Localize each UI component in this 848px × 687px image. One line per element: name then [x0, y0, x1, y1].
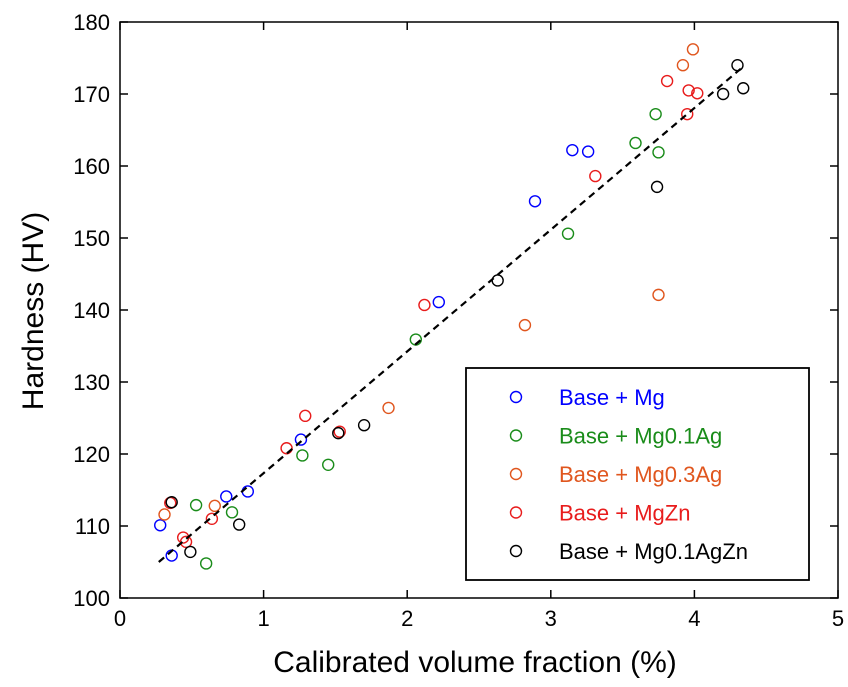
data-point-series-4-3 — [332, 426, 345, 440]
data-point-series-1-9 — [652, 146, 665, 159]
legend-marker-0 — [509, 390, 523, 404]
y-tick-label-2: 120 — [73, 442, 110, 467]
data-point-series-2-4 — [652, 288, 665, 302]
legend-label-3: Base + MgZn — [559, 501, 690, 526]
data-point-series-1-2 — [225, 506, 239, 519]
data-point-series-1-8 — [649, 107, 662, 121]
data-point-series-3-4 — [280, 442, 293, 455]
data-point-series-1-3 — [296, 449, 309, 462]
data-point-series-1-6 — [561, 227, 575, 240]
legend: Base + Mg Base + Mg0.1Ag Base + Mg0.3Ag Bas… — [465, 367, 810, 581]
x-tick-label-5: 5 — [832, 606, 844, 631]
data-point-series-0-5 — [432, 295, 445, 309]
data-point-series-0-3 — [241, 485, 255, 498]
data-point-series-1-7 — [629, 136, 642, 150]
data-point-series-4-2 — [232, 518, 246, 531]
x-axis-title: Calibrated volume fraction (%) — [273, 646, 677, 679]
x-tick-label-0: 0 — [114, 606, 126, 631]
y-tick-label-7: 170 — [73, 82, 110, 107]
data-point-series-1-4 — [322, 458, 335, 471]
data-point-series-3-6 — [333, 425, 346, 438]
data-point-series-0-7 — [566, 143, 579, 157]
data-point-series-4-5 — [491, 274, 504, 287]
legend-label-1: Base + Mg0.1Ag — [559, 424, 722, 449]
legend-marker-3 — [509, 506, 523, 519]
data-point-series-4-6 — [650, 180, 664, 194]
data-point-series-0-2 — [220, 490, 233, 503]
data-point-series-3-12 — [691, 87, 704, 100]
data-point-series-3-8 — [589, 169, 602, 183]
data-point-series-3-10 — [681, 107, 694, 121]
y-axis-title: Hardness (HV) — [17, 212, 50, 410]
x-tick-label-1: 1 — [257, 606, 269, 631]
data-point-series-1-0 — [189, 498, 203, 512]
y-tick-label-5: 150 — [73, 226, 110, 251]
fit-line — [158, 65, 744, 563]
plot-layer — [154, 43, 750, 570]
y-tick-label-3: 130 — [73, 370, 110, 395]
data-point-series-4-9 — [737, 82, 750, 95]
data-point-series-0-8 — [581, 145, 595, 158]
data-point-series-2-1 — [208, 499, 221, 513]
y-tick-label-1: 110 — [75, 514, 110, 539]
y-tick-label-8: 180 — [73, 10, 110, 35]
y-tick-label-4: 140 — [73, 298, 110, 323]
data-point-series-4-0 — [165, 496, 178, 509]
data-point-series-4-1 — [184, 545, 197, 559]
data-point-series-0-4 — [294, 433, 308, 446]
data-point-series-4-8 — [731, 58, 744, 72]
data-point-series-2-5 — [676, 58, 690, 72]
x-tick-label-4: 4 — [688, 606, 700, 631]
data-point-series-0-0 — [154, 519, 167, 532]
data-point-series-3-11 — [682, 84, 695, 97]
data-point-series-2-0 — [158, 508, 171, 521]
data-point-series-2-3 — [518, 318, 532, 332]
data-point-series-0-6 — [528, 195, 542, 208]
data-point-series-3-3 — [205, 512, 219, 525]
y-tick-label-0: 100 — [73, 586, 110, 611]
axis-layer: 0 1 2 3 4 5 100 110 120 130 140 150 160 170 180 — [73, 10, 844, 631]
x-tick-label-3: 3 — [545, 606, 557, 631]
data-point-series-4-7 — [716, 87, 730, 101]
legend-label-4: Base + Mg0.1AgZn — [559, 539, 748, 564]
data-point-series-1-1 — [199, 557, 213, 570]
data-point-series-3-9 — [660, 74, 674, 88]
data-point-series-2-6 — [686, 43, 700, 56]
data-point-series-3-5 — [299, 409, 312, 423]
data-point-series-2-2 — [382, 401, 395, 415]
legend-marker-2 — [509, 467, 523, 481]
data-point-series-3-2 — [179, 535, 193, 549]
y-tick-label-6: 160 — [73, 154, 110, 179]
legend-marker-4 — [509, 544, 523, 558]
legend-label-2: Base + Mg0.3Ag — [559, 462, 722, 487]
data-point-series-3-7 — [418, 298, 431, 312]
legend-label-0: Base + Mg — [559, 385, 665, 410]
legend-marker-1 — [509, 429, 523, 442]
legend-box — [465, 367, 810, 581]
data-point-series-4-4 — [357, 419, 371, 432]
x-tick-label-2: 2 — [401, 606, 413, 631]
